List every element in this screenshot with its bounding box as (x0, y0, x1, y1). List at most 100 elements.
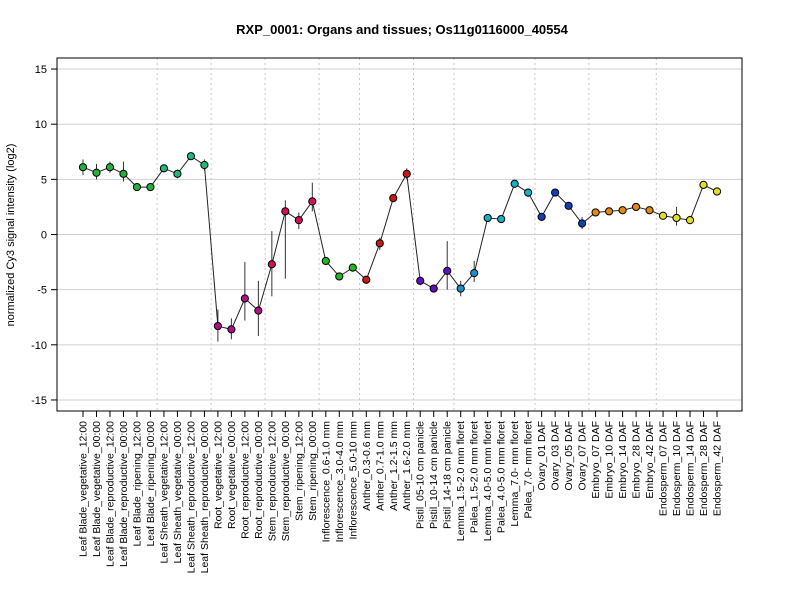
x-tick-label-35: Ovary_03 DAF (550, 421, 562, 490)
data-point-1 (92, 168, 101, 177)
data-point-28 (456, 284, 465, 293)
series-polyline (82, 155, 718, 330)
x-tick-label-29: Palea_1.5-2.0 mm floret (469, 421, 481, 533)
x-tick-label-37: Ovary_07 DAF (577, 421, 589, 490)
data-point-38 (591, 208, 600, 217)
x-tick-label-40: Embryo_14 DAF (617, 421, 629, 499)
data-point-39 (604, 207, 614, 216)
y-tick-label-3: 0 (41, 230, 47, 242)
y-axis: -15 -10 -5 0 5 10 15 (31, 64, 57, 407)
x-axis: Leaf Blade_vegetative_12:00 Leaf Blade_ve… (78, 411, 724, 573)
data-point-45 (685, 216, 695, 225)
x-tick-label-14: Stem_reproductive_12:00 (266, 421, 278, 541)
data-point-8 (186, 152, 196, 161)
data-point-22 (375, 239, 384, 248)
x-tick-label-32: Lemma_7.0- mm floret (509, 421, 521, 527)
x-tick-label-46: Endosperm_28 DAF (698, 421, 710, 516)
data-point-33 (524, 188, 533, 197)
x-tick-label-5: Leaf Blade_ripening_00:00 (145, 421, 157, 547)
x-tick-label-6: Leaf Sheath_vegetative_12:00 (158, 421, 170, 564)
data-point-34 (537, 212, 546, 221)
x-tick-label-2: Leaf Blade_reproductive_12:00 (105, 421, 117, 567)
x-tick-label-7: Leaf Sheath_vegetative_00:00 (172, 421, 184, 564)
x-tick-label-26: Pistil_10-14 cm panicle (428, 421, 440, 529)
data-point-15 (281, 207, 290, 216)
x-tick-label-23: Anther_1.2-1.5 mm (388, 421, 400, 511)
y-tick-label-4: 5 (41, 174, 47, 186)
grid-layer (57, 58, 742, 411)
y-tick-label-0: -15 (31, 395, 47, 407)
data-point-47 (712, 187, 722, 196)
data-point-10 (213, 321, 222, 331)
x-tick-label-36: Ovary_05 DAF (563, 421, 575, 490)
x-tick-label-21: Anther_0.3-0.6 mm (361, 421, 373, 511)
x-tick-label-31: Palea_4.0-5.0 mm floret (496, 421, 508, 533)
data-point-24 (402, 169, 411, 178)
data-point-19 (335, 272, 344, 281)
data-point-12 (240, 294, 249, 303)
error-bars (82, 159, 691, 342)
x-tick-label-3: Leaf Blade_reproductive_00:00 (118, 421, 130, 567)
x-tick-label-19: Inflorescence_3.0-4.0 mm (334, 421, 346, 543)
data-point-4 (132, 182, 142, 192)
x-tick-label-17: Stem_ripening_00:00 (307, 421, 319, 521)
data-point-42 (645, 206, 654, 215)
x-tick-label-1: Leaf Blade_vegetative_00:00 (91, 421, 103, 557)
data-point-31 (497, 214, 506, 224)
data-point-17 (308, 197, 317, 206)
data-point-16 (294, 216, 303, 225)
data-point-37 (578, 219, 587, 228)
data-point-27 (443, 266, 452, 276)
data-point-14 (267, 260, 276, 269)
x-tick-label-44: Endosperm_10 DAF (671, 421, 683, 516)
x-tick-label-8: Leaf Sheath_reproductive_12:00 (185, 421, 197, 574)
data-point-7 (173, 169, 182, 178)
data-point-6 (159, 164, 169, 173)
series-line (82, 155, 718, 330)
data-point-23 (389, 193, 398, 203)
x-tick-label-30: Lemma_4.0-5.0 mm floret (482, 421, 494, 541)
x-tick-label-47: Endosperm_42 DAF (712, 421, 724, 516)
y-axis-label: normalized Cy3 signal intensity (log2) (5, 144, 17, 327)
data-point-2 (105, 163, 115, 172)
x-tick-label-27: Pistil_14-18 cm panicle (442, 421, 454, 529)
data-point-25 (416, 276, 425, 285)
x-tick-label-24: Anther_1.6-2.0 mm (401, 421, 413, 511)
data-point-18 (321, 256, 330, 266)
chart-title: RXP_0001: Organs and tissues; Os11g01160… (236, 22, 568, 37)
x-tick-label-16: Stem_ripening_12:00 (293, 421, 305, 521)
x-tick-label-34: Ovary_01 DAF (536, 421, 548, 490)
data-point-9 (200, 160, 209, 170)
x-tick-label-11: Root_vegetative_00:00 (226, 421, 238, 529)
data-point-11 (227, 325, 236, 334)
data-point-46 (699, 180, 708, 189)
data-point-21 (362, 275, 371, 284)
x-tick-label-41: Embryo_28 DAF (631, 421, 643, 499)
x-tick-label-10: Root_vegetative_12:00 (212, 421, 224, 529)
data-point-40 (618, 206, 627, 215)
x-tick-label-39: Embryo_10 DAF (604, 421, 616, 499)
x-tick-label-15: Stem_reproductive_00:00 (280, 421, 292, 541)
x-tick-label-9: Leaf Sheath_reproductive_00:00 (199, 421, 211, 574)
data-point-43 (658, 211, 668, 220)
x-tick-label-13: Root_reproductive_00:00 (253, 421, 265, 539)
x-tick-label-42: Embryo_42 DAF (644, 421, 656, 499)
data-point-0 (78, 163, 88, 172)
x-tick-label-45: Endosperm_14 DAF (685, 421, 697, 516)
data-point-32 (510, 179, 519, 188)
data-point-26 (429, 284, 438, 293)
plot-frame (56, 57, 743, 412)
x-tick-label-38: Embryo_07 DAF (590, 421, 602, 499)
data-point-30 (483, 213, 492, 223)
y-tick-label-6: 15 (35, 64, 47, 76)
x-tick-label-0: Leaf Blade_vegetative_12:00 (78, 421, 90, 557)
data-points (78, 152, 722, 334)
x-tick-label-25: Pistil_05-10 cm panicle (415, 421, 427, 529)
data-point-13 (254, 306, 263, 315)
x-tick-label-33: Palea_7.0- mm floret (523, 421, 535, 519)
x-tick-label-12: Root_reproductive_12:00 (239, 421, 251, 539)
y-tick-label-2: -5 (37, 285, 47, 297)
data-point-20 (348, 263, 357, 272)
data-point-5 (146, 182, 155, 192)
